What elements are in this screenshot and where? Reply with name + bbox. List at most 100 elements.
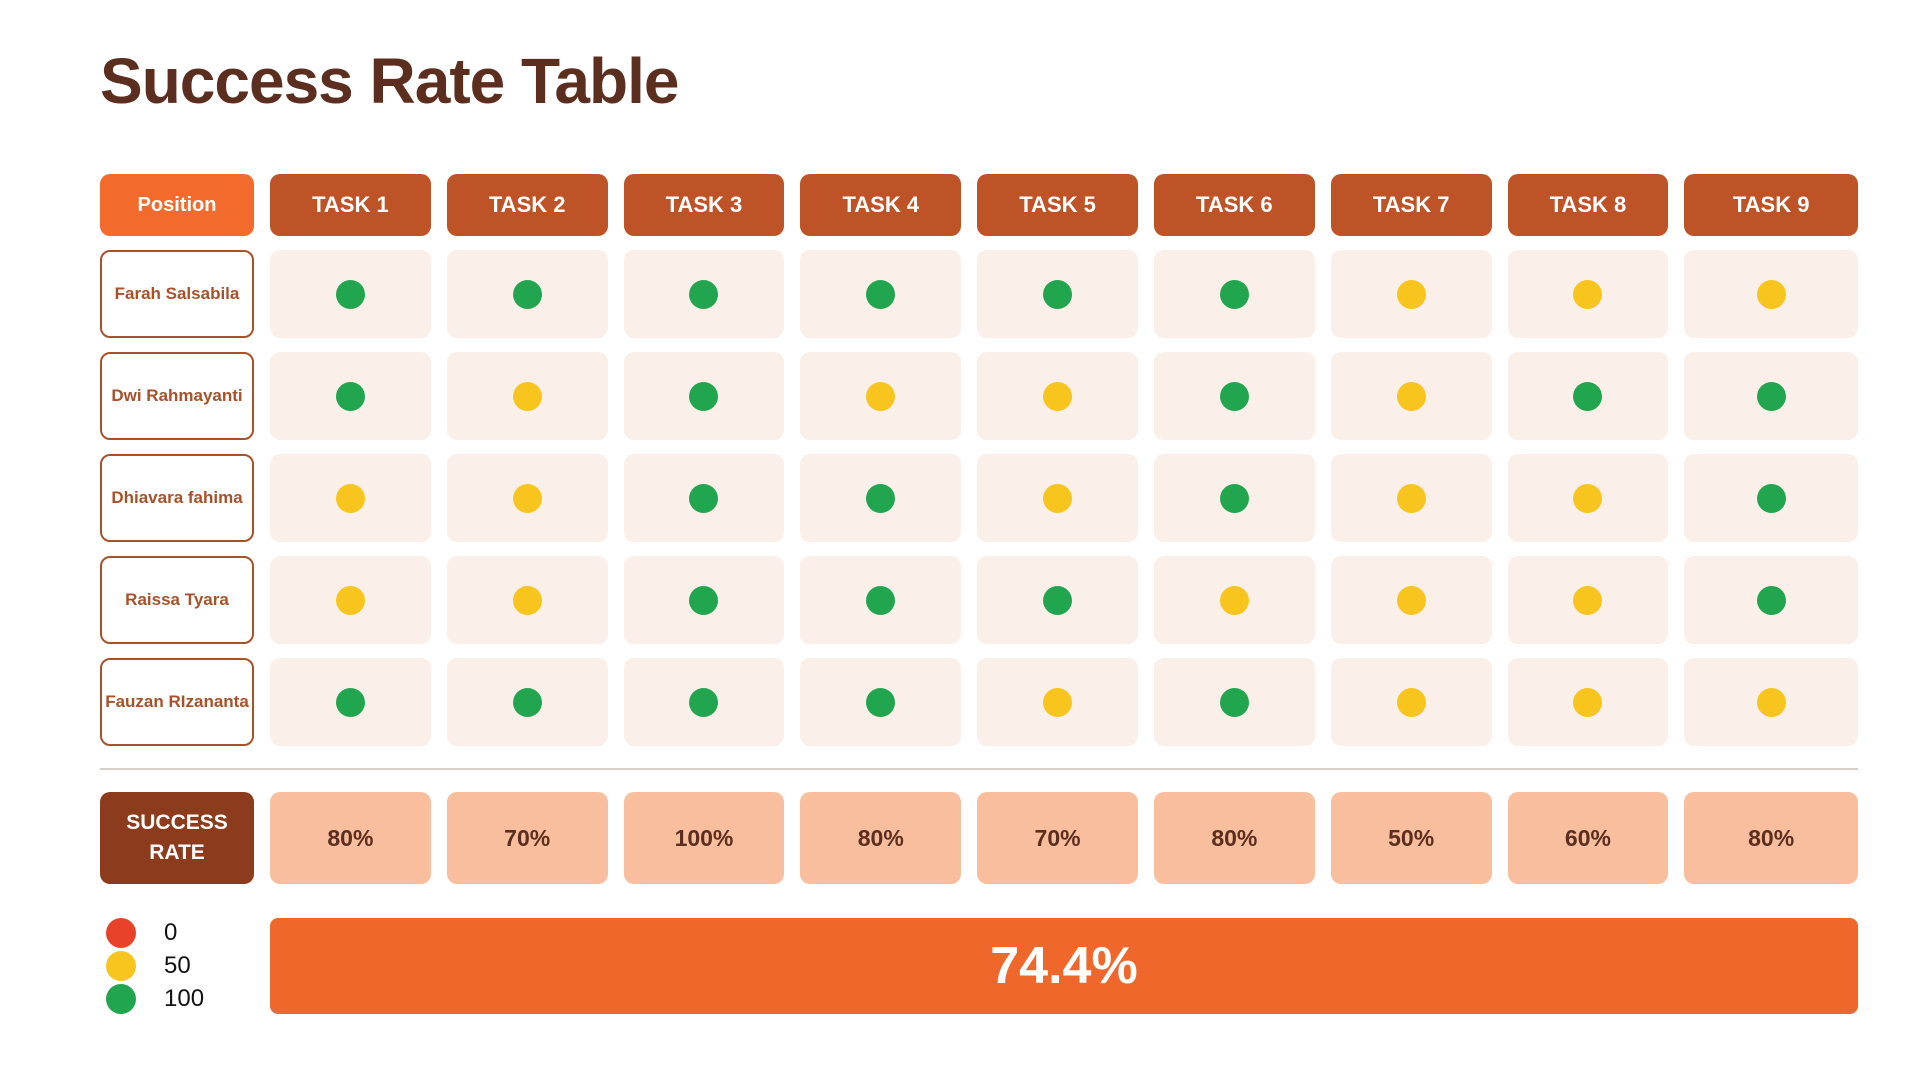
score-dot-icon (689, 585, 719, 615)
score-cell-r1-t2 (446, 250, 608, 338)
task-header-1: TASK 1 (270, 174, 431, 236)
score-cell-r4-t8 (1507, 556, 1669, 644)
task-header-9: TASK 9 (1684, 174, 1858, 236)
score-dot-icon (1573, 585, 1603, 615)
score-dot-icon (1043, 279, 1073, 309)
score-dot-icon (1043, 585, 1073, 615)
score-cell-r3-t9 (1684, 454, 1858, 542)
score-cell-r2-t5 (977, 352, 1138, 440)
score-cell-r1-t8 (1507, 250, 1669, 338)
score-cell-r3-t5 (977, 454, 1138, 542)
success-rate-cell-t1: 80% (270, 792, 431, 884)
legend: 0 50 100 (100, 916, 254, 1015)
success-rate-cell-t8: 60% (1507, 792, 1669, 884)
score-dot-icon (512, 687, 542, 717)
position-cell: Farah Salsabila (100, 250, 254, 338)
legend-label: 100 (164, 984, 205, 1012)
legend-label: 0 (164, 918, 178, 946)
legend-item: 100 (106, 982, 254, 1015)
task-header-4: TASK 4 (800, 174, 962, 236)
score-cell-r4-t5 (977, 556, 1138, 644)
success-rate-cell-t6: 80% (1153, 792, 1315, 884)
score-dot-icon (1396, 585, 1426, 615)
score-cell-r1-t5 (977, 250, 1138, 338)
score-dot-icon (1396, 381, 1426, 411)
position-header: Position (100, 174, 254, 236)
score-dot-icon (689, 483, 719, 513)
score-dot-icon (1396, 279, 1426, 309)
score-cell-r3-t6 (1153, 454, 1315, 542)
score-dot-icon (1756, 483, 1786, 513)
legend-item: 50 (106, 949, 254, 982)
score-cell-r2-t4 (800, 352, 962, 440)
score-dot-icon (335, 381, 365, 411)
score-dot-icon (1756, 585, 1786, 615)
score-cell-r3-t8 (1507, 454, 1669, 542)
task-header-3: TASK 3 (623, 174, 785, 236)
score-cell-r4-t9 (1684, 556, 1858, 644)
success-rate-label: SUCCESS RATE (100, 792, 254, 884)
score-cell-r5-t6 (1153, 658, 1315, 746)
score-dot-icon (1396, 483, 1426, 513)
score-dot-icon (1756, 381, 1786, 411)
score-dot-icon (866, 381, 896, 411)
score-cell-r2-t8 (1507, 352, 1669, 440)
score-dot-icon (689, 279, 719, 309)
score-cell-r5-t2 (446, 658, 608, 746)
score-cell-r4-t2 (446, 556, 608, 644)
score-dot-icon (1573, 279, 1603, 309)
score-cell-r3-t1 (270, 454, 431, 542)
success-rate-cell-t7: 50% (1330, 792, 1492, 884)
position-cell: Dhiavara fahima (100, 454, 254, 542)
overall-rate-value: 74.4% (990, 936, 1138, 995)
score-dot-icon (1043, 483, 1073, 513)
score-cell-r4-t3 (623, 556, 785, 644)
score-cell-r4-t7 (1330, 556, 1492, 644)
score-dot-icon (1573, 483, 1603, 513)
score-cell-r1-t1 (270, 250, 431, 338)
table-footer: 0 50 100 74.4% (100, 916, 1858, 1015)
score-dot-icon (1043, 687, 1073, 717)
score-cell-r2-t7 (1330, 352, 1492, 440)
legend-item: 0 (106, 916, 254, 949)
score-cell-r2-t2 (446, 352, 608, 440)
score-dot-icon (512, 585, 542, 615)
score-dot-icon (1396, 687, 1426, 717)
success-rate-cell-t5: 70% (977, 792, 1138, 884)
score-dot-icon (1219, 585, 1249, 615)
score-dot-icon (512, 483, 542, 513)
score-cell-r4-t1 (270, 556, 431, 644)
score-cell-r5-t5 (977, 658, 1138, 746)
score-dot-icon (512, 381, 542, 411)
legend-dot-icon (106, 983, 136, 1014)
score-cell-r1-t7 (1330, 250, 1492, 338)
score-cell-r5-t9 (1684, 658, 1858, 746)
score-dot-icon (1043, 381, 1073, 411)
score-dot-icon (1756, 279, 1786, 309)
score-cell-r4-t4 (800, 556, 962, 644)
success-rate-table: Position TASK 1 TASK 2 TASK 3 TASK 4 TASK 5 TA… (100, 174, 1858, 884)
divider (100, 768, 1858, 770)
score-dot-icon (335, 279, 365, 309)
score-cell-r3-t4 (800, 454, 962, 542)
page-title: Success Rate Table (100, 45, 679, 117)
score-dot-icon (335, 483, 365, 513)
legend-dot-icon (106, 950, 136, 981)
score-dot-icon (512, 279, 542, 309)
success-rate-cell-t4: 80% (800, 792, 962, 884)
score-dot-icon (1219, 687, 1249, 717)
score-cell-r2-t6 (1153, 352, 1315, 440)
score-cell-r3-t3 (623, 454, 785, 542)
score-dot-icon (866, 585, 896, 615)
score-dot-icon (335, 687, 365, 717)
score-dot-icon (1756, 687, 1786, 717)
position-cell: Fauzan RIzananta (100, 658, 254, 746)
task-header-6: TASK 6 (1153, 174, 1315, 236)
score-dot-icon (689, 381, 719, 411)
score-cell-r2-t9 (1684, 352, 1858, 440)
position-cell: Raissa Tyara (100, 556, 254, 644)
task-header-5: TASK 5 (977, 174, 1138, 236)
score-cell-r1-t4 (800, 250, 962, 338)
score-cell-r5-t7 (1330, 658, 1492, 746)
score-dot-icon (689, 687, 719, 717)
